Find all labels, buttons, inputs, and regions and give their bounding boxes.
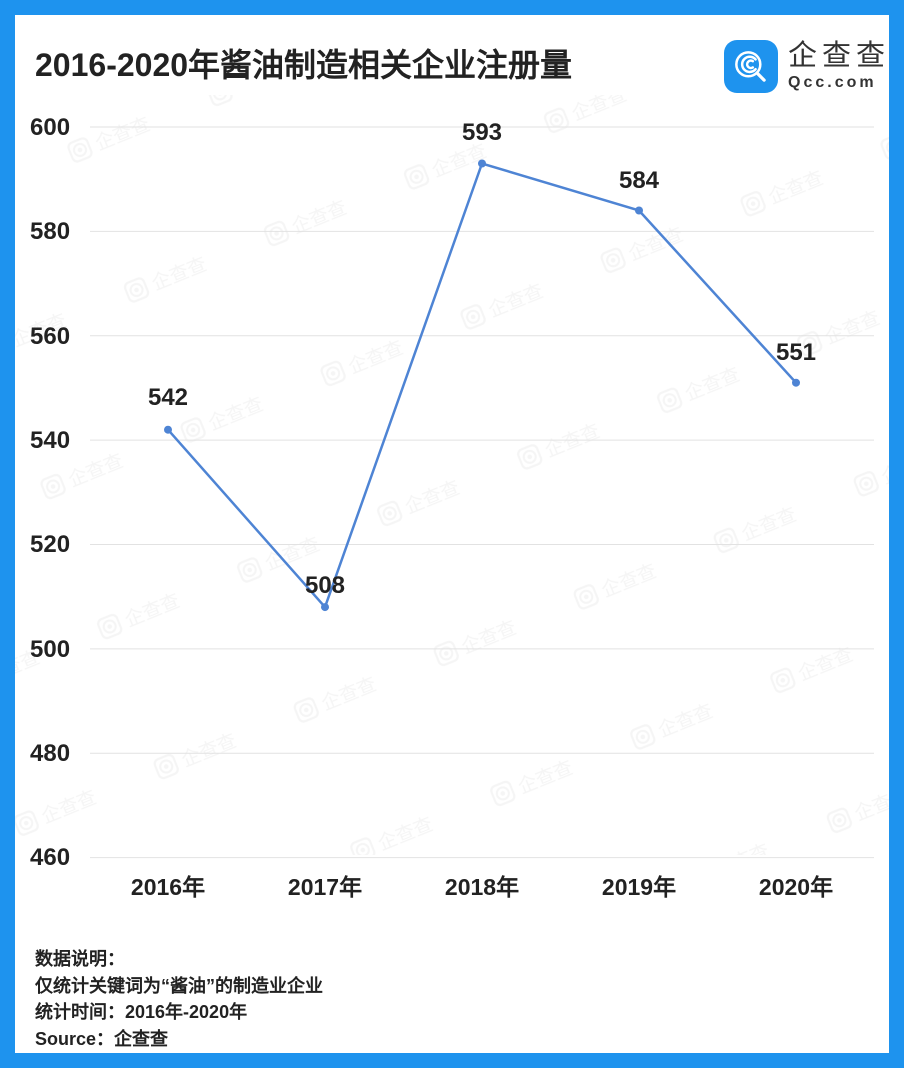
svg-text:584: 584 bbox=[619, 167, 660, 194]
svg-text:593: 593 bbox=[462, 119, 502, 146]
svg-text:540: 540 bbox=[30, 427, 70, 454]
svg-text:551: 551 bbox=[776, 339, 816, 366]
svg-text:500: 500 bbox=[30, 636, 70, 663]
svg-text:460: 460 bbox=[30, 844, 70, 871]
svg-text:2019年: 2019年 bbox=[602, 874, 676, 900]
svg-text:542: 542 bbox=[148, 384, 188, 411]
svg-text:2018年: 2018年 bbox=[445, 874, 519, 900]
svg-text:2016年: 2016年 bbox=[131, 874, 205, 900]
svg-text:600: 600 bbox=[30, 114, 70, 141]
svg-text:520: 520 bbox=[30, 531, 70, 558]
svg-text:480: 480 bbox=[30, 740, 70, 767]
svg-text:580: 580 bbox=[30, 218, 70, 245]
svg-text:560: 560 bbox=[30, 323, 70, 350]
svg-text:508: 508 bbox=[305, 572, 345, 599]
svg-text:2020年: 2020年 bbox=[759, 874, 833, 900]
svg-text:2017年: 2017年 bbox=[288, 874, 362, 900]
